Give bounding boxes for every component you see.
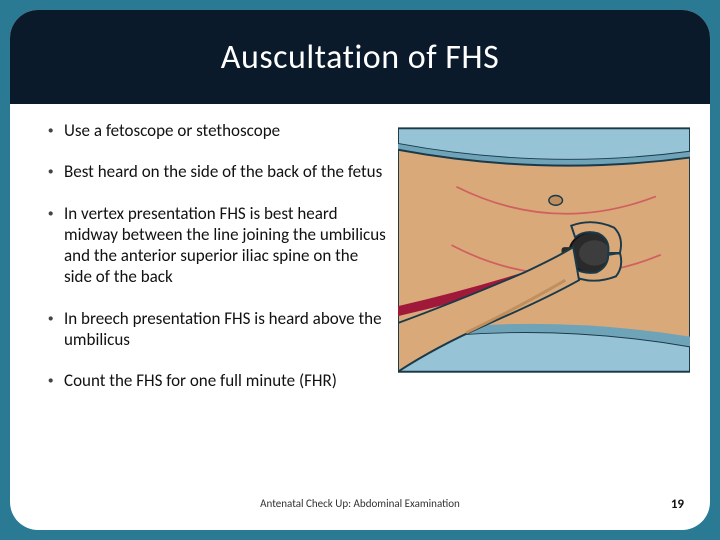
bullet-dot-icon: ● xyxy=(48,161,64,177)
slide-title: Auscultation of FHS xyxy=(221,37,499,78)
medical-illustration-svg xyxy=(398,120,690,380)
illustration xyxy=(398,120,690,490)
list-item: ● In vertex presentation FHS is best hea… xyxy=(48,203,388,288)
bullet-dot-icon: ● xyxy=(48,203,64,219)
list-item: ● Count the FHS for one full minute (FHR… xyxy=(48,370,388,391)
bullet-text: Count the FHS for one full minute (FHR) xyxy=(64,370,388,391)
bullet-text: Best heard on the side of the back of th… xyxy=(64,161,388,182)
slide-frame: Auscultation of FHS ● Use a fetoscope or… xyxy=(0,0,720,540)
list-item: ● Use a fetoscope or stethoscope xyxy=(48,120,388,141)
footer-text: Antenatal Check Up: Abdominal Examinatio… xyxy=(10,497,710,510)
bullet-text: In vertex presentation FHS is best heard… xyxy=(64,203,388,288)
bullet-list: ● Use a fetoscope or stethoscope ● Best … xyxy=(48,120,388,490)
bullet-text: In breech presentation FHS is heard abov… xyxy=(64,308,388,351)
bullet-dot-icon: ● xyxy=(48,370,64,386)
umbilicus xyxy=(549,195,563,205)
slide-inner: Auscultation of FHS ● Use a fetoscope or… xyxy=(10,10,710,530)
page-number: 19 xyxy=(671,497,684,512)
bullet-text: Use a fetoscope or stethoscope xyxy=(64,120,388,141)
bullet-dot-icon: ● xyxy=(48,120,64,136)
list-item: ● In breech presentation FHS is heard ab… xyxy=(48,308,388,351)
content-area: ● Use a fetoscope or stethoscope ● Best … xyxy=(48,120,690,490)
stethoscope-diaphragm xyxy=(579,240,610,265)
title-band: Auscultation of FHS xyxy=(10,10,710,104)
list-item: ● Best heard on the side of the back of … xyxy=(48,161,388,182)
bullet-dot-icon: ● xyxy=(48,308,64,324)
